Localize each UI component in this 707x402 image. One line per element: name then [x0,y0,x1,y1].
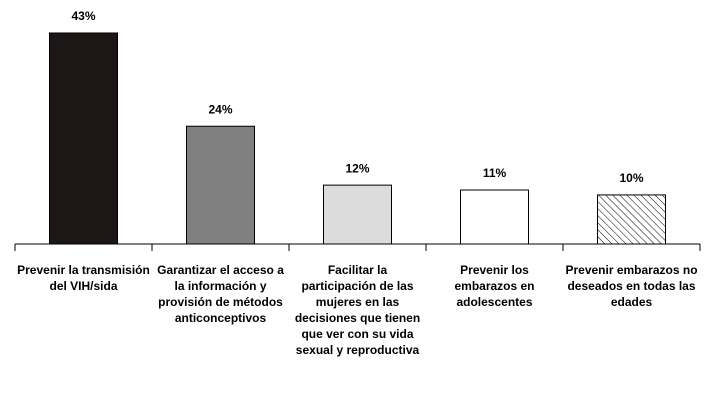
value-label: 12% [345,161,369,175]
category-label: Prevenir la transmisión del VIH/sida [17,263,150,293]
bar [49,32,118,245]
value-label: 24% [208,102,232,116]
value-label: 10% [619,171,643,185]
value-label: 11% [483,166,507,180]
bar [460,189,529,245]
bar [186,125,255,245]
category-label: Prevenir los embarazos en adolescentes [454,263,535,309]
category-label: Prevenir embarazos no deseados en todas … [565,263,698,309]
category-label: Facilitar la participación de las mujere… [294,263,421,357]
category-label: Garantizar el acceso a la información y … [157,263,284,325]
bar [323,184,392,245]
bar [597,194,666,245]
value-label: 43% [71,9,95,23]
